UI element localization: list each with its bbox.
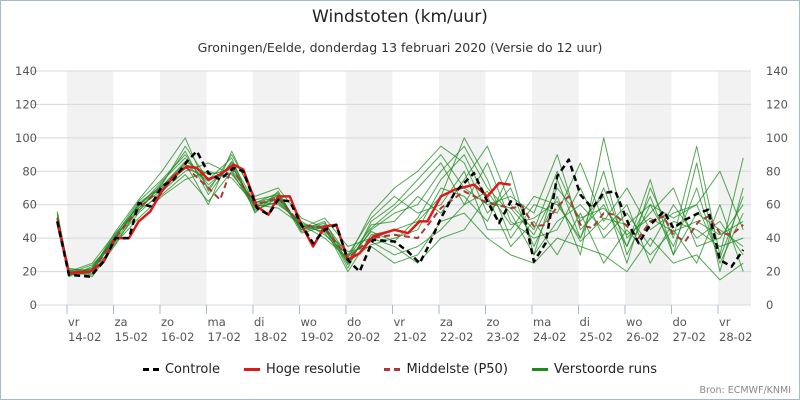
x-tick-date: 14-02 — [68, 330, 101, 344]
x-tick-date: 24-02 — [533, 330, 566, 344]
x-tick-day: za — [440, 315, 453, 329]
x-tick-day: do — [673, 315, 687, 329]
x-tick-day: vr — [68, 315, 80, 329]
weekend-band — [253, 71, 300, 305]
ensemble-member-line — [56, 137, 744, 276]
legend-item[interactable]: Controle — [142, 362, 220, 377]
x-tick-date: 15-02 — [115, 330, 148, 344]
x-tick-date: 17-02 — [208, 330, 241, 344]
y-tick-label-right: 0 — [766, 298, 773, 312]
source-credit: Bron: ECMWF/KNMI — [699, 385, 792, 396]
y-tick-label-right: 40 — [766, 231, 781, 245]
y-tick-label-right: 100 — [766, 131, 788, 145]
x-tick-day: di — [580, 315, 591, 329]
x-tick-date: 28-02 — [719, 330, 752, 344]
y-tick-label-left: 40 — [22, 231, 37, 245]
y-tick-label-right: 80 — [766, 164, 781, 178]
legend-item[interactable]: Hoge resolutie — [243, 362, 361, 377]
x-tick-day: wo — [301, 315, 317, 329]
x-tick-day: ma — [208, 315, 226, 329]
x-tick-date: 18-02 — [254, 330, 287, 344]
x-tick-day: do — [347, 315, 361, 329]
chart-subtitle: Groningen/Eelde, donderdag 13 februari 2… — [197, 40, 603, 55]
x-tick-day: ma — [533, 315, 551, 329]
x-tick-date: 26-02 — [626, 330, 659, 344]
high-resolution-line — [56, 163, 511, 275]
x-tick-date: 22-02 — [440, 330, 473, 344]
x-tick-date: 25-02 — [580, 330, 613, 344]
y-tick-label-left: 0 — [30, 298, 37, 312]
x-tick-day: zo — [487, 315, 500, 329]
legend-swatch — [384, 368, 401, 371]
weekend-band — [625, 71, 672, 305]
ensemble-member-line — [56, 170, 744, 281]
chart-title: Windstoten (km/uur) — [312, 7, 488, 27]
y-tick-label-right: 60 — [766, 198, 781, 212]
control-line — [56, 149, 745, 278]
p50-line — [56, 165, 744, 273]
legend: Controle Hoge resolutie Middelste (P50) Ver… — [1, 362, 799, 377]
legend-item[interactable]: Middelste (P50) — [384, 362, 508, 377]
legend-swatch — [531, 368, 548, 371]
y-tick-label-right: 20 — [766, 265, 781, 279]
y-tick-label-left: 60 — [22, 198, 37, 212]
legend-label: Middelste (P50) — [406, 362, 508, 377]
y-tick-label-left: 120 — [15, 97, 37, 111]
x-tick-day: za — [115, 315, 128, 329]
legend-label: Controle — [164, 362, 220, 377]
x-tick-date: 20-02 — [347, 330, 380, 344]
legend-label: Verstoorde runs — [553, 362, 658, 377]
y-tick-label-left: 80 — [22, 164, 37, 178]
x-tick-date: 19-02 — [301, 330, 334, 344]
weekend-band — [718, 71, 751, 305]
legend-swatch — [243, 368, 260, 371]
weekend-band — [346, 71, 393, 305]
ensemble-member-line — [56, 150, 744, 274]
y-tick-label-left: 140 — [15, 64, 37, 78]
legend-swatch — [142, 368, 159, 371]
x-tick-day: wo — [626, 315, 642, 329]
ensemble-member-line — [56, 157, 744, 273]
x-tick-day: vr — [719, 315, 731, 329]
ensemble-member-line — [56, 145, 744, 276]
x-tick-date: 21-02 — [394, 330, 427, 344]
x-tick-day: vr — [394, 315, 406, 329]
y-tick-label-right: 120 — [766, 97, 788, 111]
y-tick-label-left: 20 — [22, 265, 37, 279]
y-tick-label-right: 140 — [766, 64, 788, 78]
legend-item[interactable]: Verstoorde runs — [531, 362, 658, 377]
x-tick-day: di — [254, 315, 265, 329]
y-tick-label-left: 100 — [15, 131, 37, 145]
x-tick-date: 23-02 — [487, 330, 520, 344]
x-tick-date: 27-02 — [673, 330, 706, 344]
x-tick-day: zo — [161, 315, 174, 329]
x-tick-date: 16-02 — [161, 330, 194, 344]
legend-label: Hoge resolutie — [265, 362, 361, 377]
